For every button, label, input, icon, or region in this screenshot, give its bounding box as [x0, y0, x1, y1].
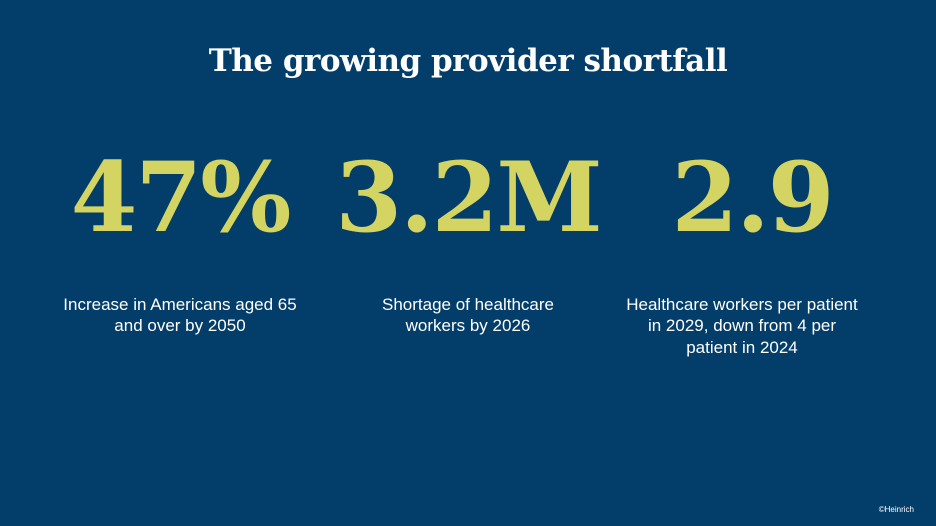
stat-caption: Shortage of healthcare workers by 2026: [381, 295, 554, 336]
stat-americans-aged-65: 47% Increase in Americans aged 65 and ov…: [30, 150, 330, 337]
stat-value: 3.2M: [335, 141, 602, 254]
stat-caption: Increase in Americans aged 65 and over b…: [63, 295, 297, 336]
stat-value: 47%: [70, 141, 292, 254]
stat-value: 2.9: [671, 141, 834, 254]
stat-workers-per-patient: 2.9 Healthcare workers per patient in 20…: [602, 150, 902, 358]
slide-title: The growing provider shortfall: [208, 43, 728, 79]
image-credit: ©Heinrich: [878, 505, 914, 514]
stat-healthcare-shortage: 3.2M Shortage of healthcare workers by 2…: [318, 150, 618, 337]
stat-caption: Healthcare workers per patient in 2029, …: [626, 295, 858, 357]
